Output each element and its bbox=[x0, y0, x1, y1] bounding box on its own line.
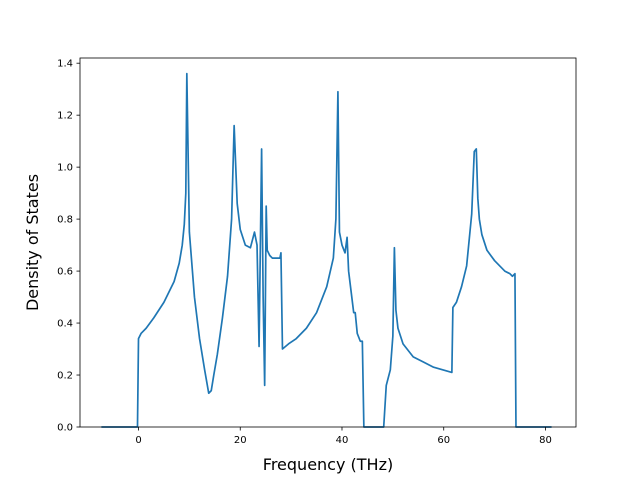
x-tick-label: 80 bbox=[539, 435, 552, 446]
x-axis-label: Frequency (THz) bbox=[263, 455, 393, 474]
axis-ticks: 0 20 40 60 80 0.0 0.2 0.4 0.6 0.8 1.0 1.2 1.4 bbox=[57, 59, 552, 446]
x-tick-label: 0 bbox=[135, 435, 141, 446]
plot-area bbox=[101, 72, 552, 428]
y-tick-label: 1.2 bbox=[57, 111, 73, 122]
y-tick-label: 1.4 bbox=[57, 59, 73, 70]
y-axis-label: Density of States bbox=[23, 174, 42, 311]
y-tick-label: 0.0 bbox=[57, 423, 73, 434]
y-tick-label: 1.0 bbox=[57, 163, 73, 174]
dos-line bbox=[101, 72, 552, 428]
x-tick-label: 40 bbox=[336, 435, 349, 446]
y-tick-label: 0.4 bbox=[57, 319, 73, 330]
y-tick-label: 0.6 bbox=[57, 267, 73, 278]
x-tick-label: 60 bbox=[437, 435, 450, 446]
y-tick-label: 0.8 bbox=[57, 215, 73, 226]
y-tick-label: 0.2 bbox=[57, 371, 73, 382]
axes-frame bbox=[79, 57, 577, 428]
x-tick-label: 20 bbox=[234, 435, 247, 446]
